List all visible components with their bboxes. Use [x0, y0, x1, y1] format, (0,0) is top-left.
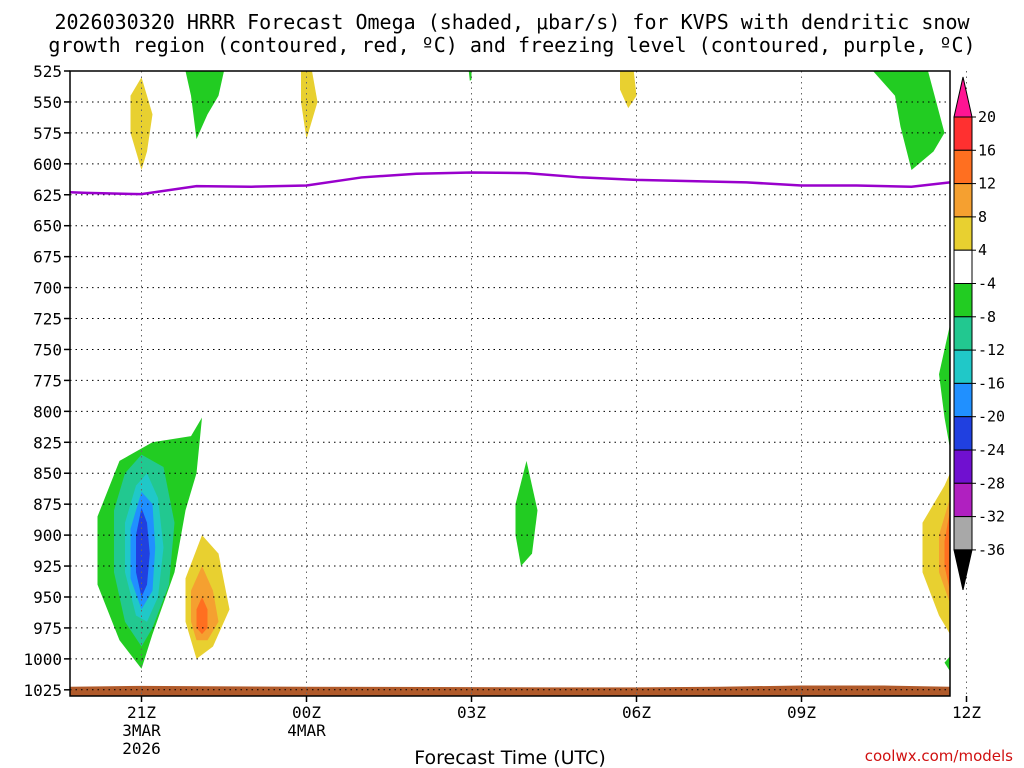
freezing-level-contour: 0: [69, 171, 971, 196]
chart-title-line2: growth region (contoured, red, ºC) and f…: [48, 33, 975, 57]
plot-frame: [69, 70, 951, 697]
y-tick-label: 675: [33, 248, 62, 267]
omega-region-4-17: [922, 473, 950, 635]
colorbar-segment: [953, 183, 973, 218]
x-tick-label: 21Z: [127, 703, 156, 722]
colorbar-label: -24: [978, 441, 1005, 459]
y-tick-label: 800: [33, 402, 62, 421]
omega-region-4-13: [620, 71, 637, 109]
colorbar-segment: [953, 482, 973, 518]
omega-region--4-14: [873, 71, 945, 171]
colorbar-segment: [953, 116, 973, 151]
colorbar-label: 12: [978, 175, 996, 193]
x-tick-label: 06Z: [622, 703, 651, 722]
colorbar-segment: [953, 416, 973, 451]
colorbar-segment: [953, 449, 973, 484]
colorbar-label: -16: [978, 374, 1005, 392]
chart-grid: [70, 70, 967, 696]
x-tick-label: 00Z: [292, 703, 321, 722]
omega-region--4-12: [515, 460, 538, 567]
y-tick-label: 575: [33, 124, 62, 143]
omega-region--4-22: [944, 656, 950, 672]
y-tick-label: 725: [33, 310, 62, 329]
ground-fill: [70, 685, 950, 696]
colorbar-segment: [953, 382, 973, 418]
colorbar-label: 20: [978, 108, 996, 126]
colorbar-label: -32: [978, 508, 1005, 526]
y-tick-label: 875: [33, 495, 62, 514]
y-tick-label: 525: [33, 62, 62, 81]
omega-region-12-19: [944, 504, 950, 604]
colorbar-segment: [953, 349, 973, 384]
omega-shading: [97, 71, 950, 672]
colorbar-bottom-arrow: [953, 549, 973, 591]
y-tick-label: 900: [33, 526, 62, 545]
colorbar-label: 8: [978, 208, 987, 226]
x-tick-label: 2026: [122, 739, 161, 758]
colorbar-segment: [953, 516, 973, 551]
y-tick-label: 975: [33, 619, 62, 638]
y-tick-label: 550: [33, 93, 62, 112]
y-tick-label: 1000: [23, 650, 62, 669]
colorbar-label: -4: [978, 275, 996, 293]
colorbar-segment: [953, 283, 973, 318]
x-tick-label: 03Z: [457, 703, 486, 722]
y-tick-label: 600: [33, 155, 62, 174]
colorbar: 20 16 12 8 4 -4 -8 -12 -16 -20 -24 -28 -32 -36: [953, 76, 1005, 591]
omega-region-12-7: [196, 596, 208, 635]
colorbar-segment: [953, 316, 973, 351]
omega-region-4-10: [301, 71, 318, 140]
y-tick-label: 825: [33, 433, 62, 452]
colorbar-label: -20: [978, 408, 1005, 426]
y-tick-label: 650: [33, 217, 62, 236]
chart-title-line1: 2026030320 HRRR Forecast Omega (shaded, …: [54, 10, 970, 34]
omega-region--4-15: [939, 306, 950, 449]
x-tick-label: 09Z: [787, 703, 816, 722]
x-axis-label: Forecast Time (UTC): [414, 747, 605, 768]
freezing-level-line: [69, 171, 951, 196]
colorbar-label: -12: [978, 341, 1005, 359]
x-tick-label: 12Z: [952, 703, 981, 722]
y-tick-label: 850: [33, 464, 62, 483]
y-axis-ticks: 525 550 575 600 625 650 675 700 725 750 775 800 825 8…: [23, 62, 70, 700]
omega-region--4-9: [185, 71, 224, 140]
omega-region--4-11: [468, 71, 472, 81]
y-tick-label: 950: [33, 588, 62, 607]
colorbar-label: 16: [978, 141, 996, 159]
y-tick-label: 750: [33, 340, 62, 359]
colorbar-label: -28: [978, 474, 1005, 492]
y-tick-label: 1025: [23, 681, 62, 700]
y-tick-label: 925: [33, 557, 62, 576]
colorbar-label: -8: [978, 308, 996, 326]
colorbar-label: 4: [978, 241, 987, 259]
omega-region--20-4: [136, 507, 150, 597]
colorbar-segment: [953, 249, 973, 284]
x-tick-label: 3MAR: [122, 721, 161, 740]
omega-region-4-8: [130, 77, 153, 171]
x-tick-label: 4MAR: [287, 721, 326, 740]
colorbar-label: -36: [978, 541, 1005, 559]
y-tick-label: 775: [33, 371, 62, 390]
colorbar-segment: [953, 149, 973, 185]
y-tick-label: 625: [33, 186, 62, 205]
colorbar-segment: [953, 216, 973, 251]
ground-surface: [70, 685, 950, 696]
credit-link[interactable]: coolwx.com/models: [865, 747, 1013, 765]
y-tick-label: 700: [33, 279, 62, 298]
colorbar-top-arrow: [953, 76, 973, 118]
